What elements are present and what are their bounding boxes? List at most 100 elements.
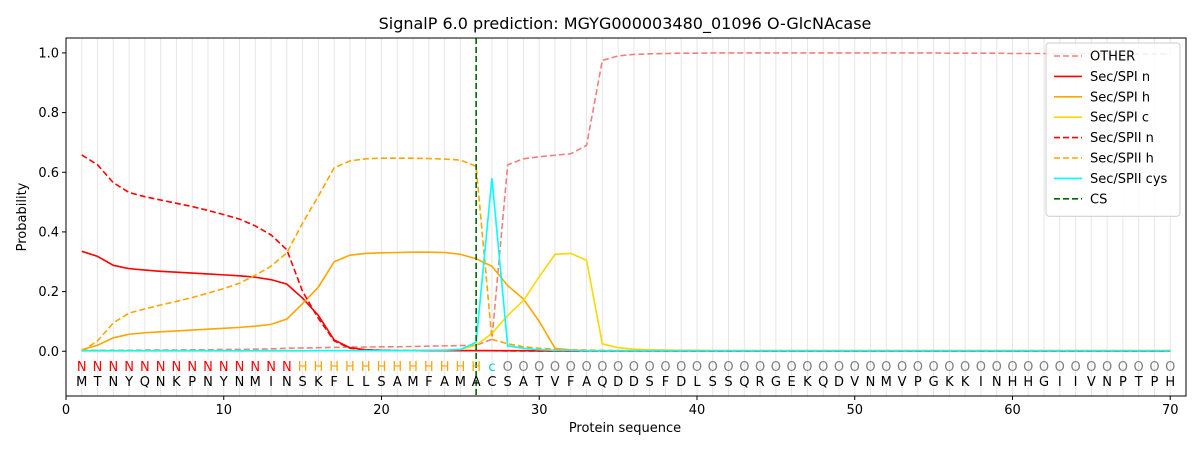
region-label: O [629,360,639,375]
residue-letter: N [156,375,166,390]
region-label: H [408,360,418,375]
residue-letter: Q [597,375,607,390]
residue-letter: Q [739,375,749,390]
series-line-sec-spi-h [81,251,1171,352]
region-label: H [455,360,465,375]
y-tick-label: 0.0 [38,345,59,360]
series-line-other [81,52,1171,352]
residue-letter: N [1102,375,1112,390]
residue-letter: A [440,375,449,390]
y-tick-label: 1.0 [38,46,59,61]
region-label: O [503,360,513,375]
region-label: O [787,360,797,375]
residue-letter: V [551,375,560,390]
residue-letter: D [676,375,686,390]
residue-letter: F [567,375,574,390]
region-label: O [1039,360,1049,375]
region-label: N [266,360,276,375]
region-label: H [298,360,308,375]
residue-letter: N [992,375,1002,390]
legend: OTHER Sec/SPI n Sec/SPI h Sec/SPI c Sec/SPII… [1045,42,1181,217]
region-label: O [1007,360,1017,375]
region-label: N [203,360,213,375]
x-tick-label: 40 [689,403,706,418]
series-line-sec-spii-h [81,157,1171,352]
residue-letter: N [203,375,213,390]
region-label: N [219,360,229,375]
region-label: H [345,360,355,375]
residue-letter: H [1023,375,1033,390]
y-tick-label: 0.6 [38,166,59,181]
region-label: H [424,360,434,375]
residue-letter: V [898,375,907,390]
region-label: O [1086,360,1096,375]
region-label: O [897,360,907,375]
region-label: O [913,360,923,375]
region-label: O [992,360,1002,375]
residue-letter: H [1008,375,1018,390]
axes: 0 10 20 30 40 50 60 70 0.0 0.2 0.4 0.6 0.8 1.0 [38,46,1178,418]
series-line-sec-spii-n [81,154,1171,352]
region-label: O [755,360,765,375]
residue-letter: D [834,375,844,390]
residue-letter: D [613,375,623,390]
residue-letter: S [646,375,654,390]
x-tick-label: 30 [531,403,548,418]
residue-letter: Y [124,375,133,390]
chart-title: SignalP 6.0 prediction: MGYG000003480_01… [379,14,872,34]
residue-letter: I [979,375,983,390]
residue-letter: M [76,375,87,390]
region-label: O [708,360,718,375]
region-label: H [471,360,481,375]
region-label: O [676,360,686,375]
region-label: O [850,360,860,375]
residue-letter: T [534,375,543,390]
residue-letter: G [1039,375,1049,390]
residue-letter: T [93,375,102,390]
y-tick-label: 0.8 [38,106,59,121]
series-line-sec-spii-cys [81,178,1171,352]
region-label: N [124,360,134,375]
residue-letter: F [662,375,669,390]
residue-letter: G [771,375,781,390]
residue-letter: M [250,375,261,390]
residue-letter: S [298,375,306,390]
x-tick-label: 50 [846,403,863,418]
legend-label: Sec/SPII h [1090,152,1154,167]
region-label: N [140,360,150,375]
sequence-annotation: NMNTNNNYNQNNNKNPNNNYNNNMNINNHSHKHFHLHLHS… [76,360,1175,390]
region-label: O [928,360,938,375]
residue-letter: K [961,375,970,390]
region-label: H [377,360,387,375]
region-label: N [108,360,118,375]
region-label: H [361,360,371,375]
residue-letter: V [850,375,859,390]
region-label: O [818,360,828,375]
region-label: N [250,360,260,375]
residue-letter: K [172,375,181,390]
region-label: N [187,360,197,375]
residue-letter: V [1087,375,1096,390]
region-label: O [960,360,970,375]
region-label: O [581,360,591,375]
legend-label: Sec/SPI h [1090,90,1150,105]
x-axis-title: Protein sequence [569,421,681,436]
residue-letter: K [945,375,954,390]
residue-letter: L [346,375,354,390]
residue-letter: L [362,375,370,390]
residue-grid [81,38,1171,396]
residue-letter: M [881,375,892,390]
series-lines [81,52,1171,352]
residue-letter: S [377,375,385,390]
region-label: O [597,360,607,375]
residue-letter: P [188,375,196,390]
x-tick-label: 10 [215,403,232,418]
residue-letter: L [693,375,701,390]
region-label: O [739,360,749,375]
x-tick-label: 60 [1004,403,1021,418]
region-label: O [1134,360,1144,375]
legend-label: CS [1090,192,1107,207]
legend-label: Sec/SPII cys [1090,172,1168,187]
region-label: O [771,360,781,375]
region-label: O [550,360,560,375]
